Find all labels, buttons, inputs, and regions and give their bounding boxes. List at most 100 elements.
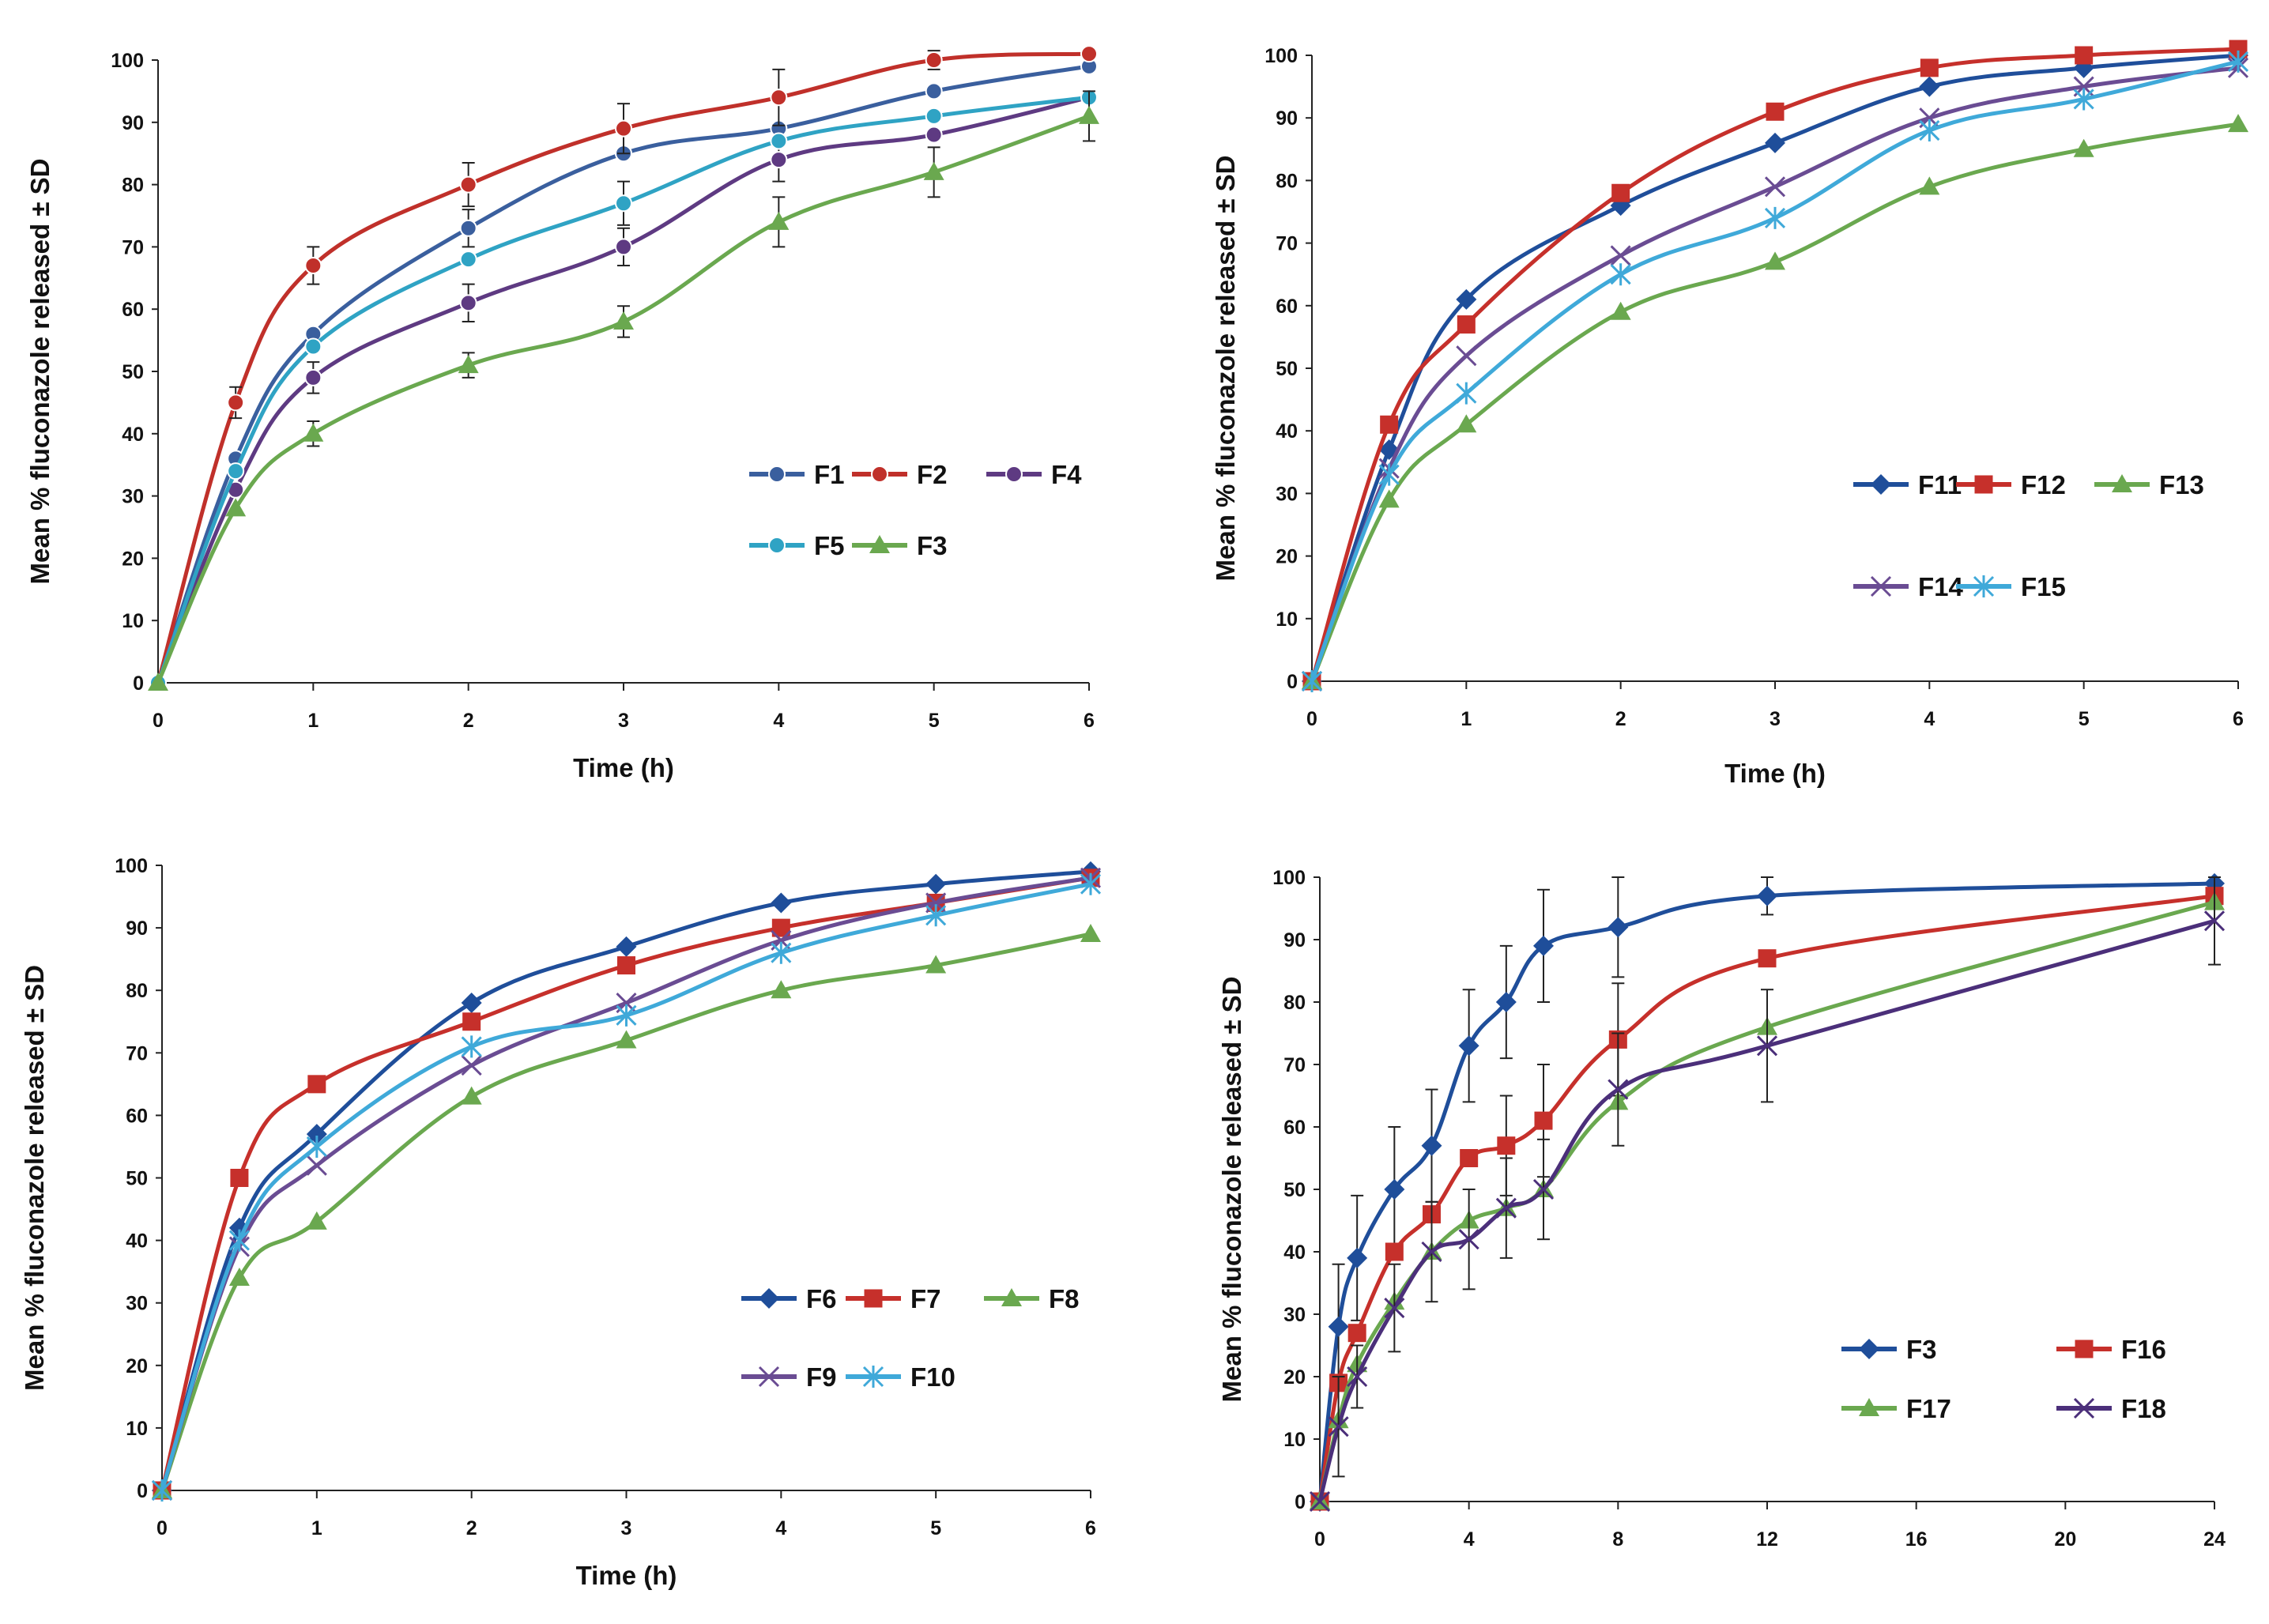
data-point-F4 <box>304 368 322 386</box>
data-point-F8 <box>616 1030 637 1049</box>
data-point-F18 <box>1495 1197 1517 1219</box>
legend-marker-F3 <box>869 535 890 553</box>
x-tick-label: 8 <box>1612 1528 1623 1551</box>
y-tick-label: 80 <box>122 175 144 197</box>
x-tick-label: 16 <box>1905 1528 1928 1551</box>
y-tick-label: 80 <box>126 980 148 1002</box>
data-point-F3 <box>1328 1316 1349 1337</box>
data-point-F6 <box>925 873 947 895</box>
legend: F6 F7 F8 F9 F10 <box>741 1284 1080 1392</box>
y-tick-label: 30 <box>1283 1304 1306 1326</box>
data-point-F6 <box>616 936 637 957</box>
data-point-F5 <box>304 337 322 356</box>
data-point-F2 <box>615 119 632 138</box>
legend-label-F10: F10 <box>910 1362 955 1392</box>
y-tick-label: 60 <box>1283 1117 1306 1139</box>
series-F3 <box>148 90 1099 691</box>
y-tick-label: 0 <box>1295 1491 1306 1513</box>
data-point-F10 <box>771 941 792 964</box>
series-F8 <box>152 924 1101 1498</box>
data-point-F10 <box>616 1004 637 1027</box>
data-point-F10 <box>306 1135 327 1158</box>
data-point-F15 <box>1301 670 1323 692</box>
data-point-F12 <box>1920 58 1939 77</box>
y-tick-label: 20 <box>126 1355 148 1377</box>
data-point-F2 <box>459 175 477 194</box>
data-point-F16 <box>1460 1149 1479 1167</box>
y-tick-label: 70 <box>1276 233 1298 255</box>
x-tick-label: 12 <box>1756 1528 1778 1551</box>
data-point-F11 <box>1919 76 1940 97</box>
y-axis-label: Mean % fluconazole released ± SD <box>25 159 55 585</box>
data-point-F5 <box>227 462 245 480</box>
legend-label-F8: F8 <box>1049 1284 1080 1313</box>
data-point-F3 <box>458 355 479 374</box>
data-point-F15 <box>1456 382 1477 405</box>
legend-label-F4: F4 <box>1051 460 1082 489</box>
data-point-F7 <box>617 956 635 975</box>
y-tick-label: 90 <box>126 918 148 940</box>
chart-panel-1: 0 10 20 30 40 50 60 70 80 90 100 0 1 2 3 4 5 6 Mean % fluc… <box>25 45 1099 782</box>
data-point-F13 <box>2228 114 2248 133</box>
legend-marker-F3 <box>1859 1339 1879 1359</box>
series-F7 <box>153 869 1100 1500</box>
data-point-F3 <box>613 311 634 330</box>
legend-label-F5: F5 <box>814 531 845 560</box>
data-point-F3 <box>303 423 324 442</box>
data-point-F4 <box>925 126 943 144</box>
legend-marker-F12 <box>1974 475 1993 494</box>
legend-label-F6: F6 <box>806 1284 837 1313</box>
y-tick-label: 0 <box>137 1480 148 1502</box>
data-point-F14 <box>1764 176 1786 198</box>
y-tick-label: 30 <box>122 486 144 508</box>
y-tick-label: 90 <box>1276 107 1298 130</box>
series-F10 <box>151 872 1102 1502</box>
data-point-F10 <box>461 1035 482 1058</box>
data-point-F4 <box>770 151 788 169</box>
series-line-F10 <box>160 882 1093 1493</box>
legend-label-F13: F13 <box>2159 470 2204 499</box>
series-F4 <box>149 89 1098 691</box>
data-point-F3 <box>1384 1179 1405 1200</box>
y-tick-label: 70 <box>122 236 144 258</box>
data-point-F5 <box>770 132 788 150</box>
data-point-F3 <box>1495 992 1517 1012</box>
x-tick-label: 4 <box>773 710 784 732</box>
data-point-F18 <box>1421 1241 1442 1263</box>
x-tick-label: 3 <box>1770 708 1781 730</box>
x-tick-label: 2 <box>463 710 474 732</box>
data-point-F11 <box>1456 288 1477 310</box>
data-point-F15 <box>1764 206 1786 229</box>
legend-marker-F17 <box>1859 1398 1879 1416</box>
data-point-F2 <box>1080 45 1098 63</box>
x-tick-label: 0 <box>156 1517 168 1539</box>
legend-label-F1: F1 <box>814 460 845 489</box>
legend-label-F18: F18 <box>2121 1394 2166 1423</box>
y-tick-label: 50 <box>1276 358 1298 380</box>
legend-marker-F15 <box>1973 575 1995 597</box>
y-tick-label: 100 <box>1272 867 1306 889</box>
x-tick-label: 5 <box>929 710 940 732</box>
x-tick-label: 5 <box>930 1517 941 1539</box>
data-point-F3 <box>1458 1035 1479 1057</box>
series-F5 <box>149 89 1098 691</box>
chart-panel-3: 0 10 20 30 40 50 60 70 80 90 100 0 1 2 3 4 5 6 Mean % fluc… <box>20 855 1102 1590</box>
legend-label-F12: F12 <box>2021 470 2066 499</box>
x-tick-label: 4 <box>1924 708 1935 730</box>
x-tick-label: 3 <box>618 710 629 732</box>
legend: F3 F16 F17 F18 <box>1841 1335 2166 1423</box>
data-point-F2 <box>925 51 943 69</box>
legend-label-F17: F17 <box>1906 1394 1951 1423</box>
data-point-F3 <box>1757 885 1777 906</box>
data-point-F4 <box>459 294 477 312</box>
y-tick-label: 100 <box>1265 45 1298 67</box>
y-tick-label: 20 <box>122 548 144 570</box>
data-point-F9 <box>306 1155 327 1176</box>
data-point-F12 <box>2075 46 2094 65</box>
x-tick-label: 1 <box>311 1517 322 1539</box>
data-point-F3 <box>1079 105 1099 124</box>
data-point-F10 <box>151 1479 173 1502</box>
data-point-F7 <box>771 918 790 937</box>
y-tick-label: 30 <box>1276 483 1298 505</box>
x-tick-label: 6 <box>2233 708 2244 730</box>
